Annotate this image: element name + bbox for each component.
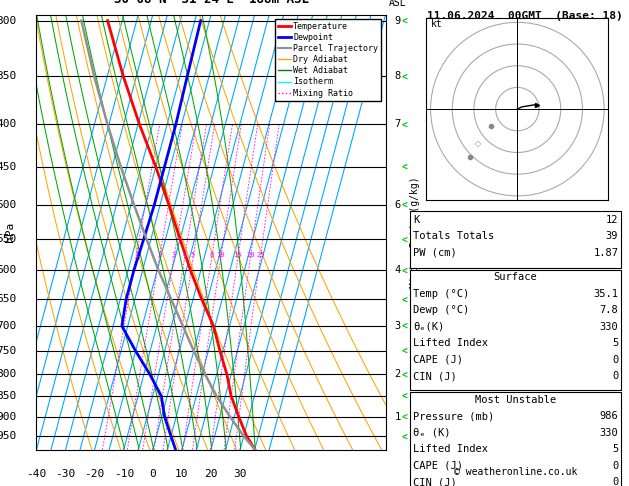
Text: 550: 550 — [0, 234, 16, 244]
Text: 330: 330 — [599, 428, 618, 438]
Text: Mixing Ratio (g/kg): Mixing Ratio (g/kg) — [410, 176, 420, 288]
Text: 650: 650 — [0, 295, 16, 304]
Text: <: < — [401, 369, 407, 379]
Text: 7: 7 — [394, 120, 401, 129]
Text: <: < — [401, 346, 407, 356]
Text: <: < — [401, 120, 407, 129]
Text: <: < — [401, 234, 407, 244]
Text: -10: -10 — [114, 469, 134, 479]
Text: <: < — [401, 265, 407, 276]
Text: 5: 5 — [612, 338, 618, 348]
Text: 300: 300 — [0, 16, 16, 26]
Text: 986: 986 — [599, 411, 618, 421]
Text: 25: 25 — [256, 252, 264, 258]
Text: 0: 0 — [150, 469, 156, 479]
Text: θₑ (K): θₑ (K) — [413, 428, 451, 438]
Text: Totals Totals: Totals Totals — [413, 231, 494, 242]
Text: 400: 400 — [0, 120, 16, 129]
Text: 900: 900 — [0, 412, 16, 422]
Text: 1: 1 — [394, 412, 401, 422]
Text: ◇: ◇ — [475, 139, 482, 148]
Text: 2: 2 — [394, 369, 401, 379]
Text: 1.87: 1.87 — [593, 248, 618, 258]
Text: CIN (J): CIN (J) — [413, 371, 457, 382]
Text: 450: 450 — [0, 162, 16, 172]
Text: CAPE (J): CAPE (J) — [413, 355, 463, 365]
Text: 350: 350 — [0, 71, 16, 81]
Text: 4: 4 — [394, 265, 401, 276]
Text: kt: kt — [431, 18, 442, 29]
Text: 0: 0 — [612, 355, 618, 365]
Text: <: < — [401, 71, 407, 81]
Text: 12: 12 — [606, 215, 618, 225]
Text: 0: 0 — [612, 461, 618, 471]
Text: 9: 9 — [394, 16, 401, 26]
Text: 800: 800 — [0, 369, 16, 379]
Text: 330: 330 — [599, 322, 618, 332]
Text: CIN (J): CIN (J) — [413, 477, 457, 486]
Text: 10: 10 — [175, 469, 189, 479]
Text: 20: 20 — [204, 469, 218, 479]
Text: <: < — [401, 295, 407, 304]
Text: 39: 39 — [606, 231, 618, 242]
Text: 1: 1 — [134, 252, 138, 258]
Text: <: < — [401, 431, 407, 441]
Legend: Temperature, Dewpoint, Parcel Trajectory, Dry Adiabat, Wet Adiabat, Isotherm, Mi: Temperature, Dewpoint, Parcel Trajectory… — [275, 19, 381, 101]
Text: 3: 3 — [394, 321, 401, 331]
Text: K: K — [413, 215, 420, 225]
Text: 600: 600 — [0, 265, 16, 276]
Text: 30°08'N  31°24'E  188m ASL: 30°08'N 31°24'E 188m ASL — [113, 0, 309, 6]
Text: <: < — [401, 321, 407, 331]
Text: 3: 3 — [172, 252, 176, 258]
Text: 11.06.2024  00GMT  (Base: 18): 11.06.2024 00GMT (Base: 18) — [427, 11, 623, 21]
Text: 20: 20 — [246, 252, 255, 258]
Text: PW (cm): PW (cm) — [413, 248, 457, 258]
Text: <: < — [401, 200, 407, 210]
Text: 15: 15 — [233, 252, 242, 258]
Text: <: < — [401, 16, 407, 26]
Text: 4: 4 — [182, 252, 187, 258]
Text: 2: 2 — [157, 252, 162, 258]
Text: 950: 950 — [0, 431, 16, 441]
Text: km
ASL: km ASL — [389, 0, 407, 8]
Text: <: < — [401, 162, 407, 172]
Text: Lifted Index: Lifted Index — [413, 444, 488, 454]
Text: 6: 6 — [394, 200, 401, 210]
Text: 0: 0 — [612, 371, 618, 382]
Text: 5: 5 — [191, 252, 195, 258]
Text: 7.8: 7.8 — [599, 305, 618, 315]
Text: θₑ(K): θₑ(K) — [413, 322, 445, 332]
Text: -20: -20 — [84, 469, 105, 479]
Text: Surface: Surface — [494, 272, 537, 282]
Text: 30: 30 — [233, 469, 247, 479]
Text: © weatheronline.co.uk: © weatheronline.co.uk — [454, 467, 577, 477]
Text: 35.1: 35.1 — [593, 289, 618, 299]
Text: Temp (°C): Temp (°C) — [413, 289, 469, 299]
Text: Dewp (°C): Dewp (°C) — [413, 305, 469, 315]
Text: 850: 850 — [0, 391, 16, 401]
Text: hPa: hPa — [5, 222, 15, 242]
Text: <: < — [401, 391, 407, 401]
Text: 750: 750 — [0, 346, 16, 356]
Text: Lifted Index: Lifted Index — [413, 338, 488, 348]
Text: 0: 0 — [612, 477, 618, 486]
Text: -30: -30 — [55, 469, 75, 479]
Text: -40: -40 — [26, 469, 47, 479]
Text: 8: 8 — [394, 71, 401, 81]
Text: <: < — [401, 412, 407, 422]
Text: 8: 8 — [209, 252, 214, 258]
Text: Most Unstable: Most Unstable — [475, 395, 556, 405]
Text: 5: 5 — [612, 444, 618, 454]
Text: 10: 10 — [216, 252, 225, 258]
Text: 500: 500 — [0, 200, 16, 210]
Text: 700: 700 — [0, 321, 16, 331]
Text: CAPE (J): CAPE (J) — [413, 461, 463, 471]
Text: Pressure (mb): Pressure (mb) — [413, 411, 494, 421]
